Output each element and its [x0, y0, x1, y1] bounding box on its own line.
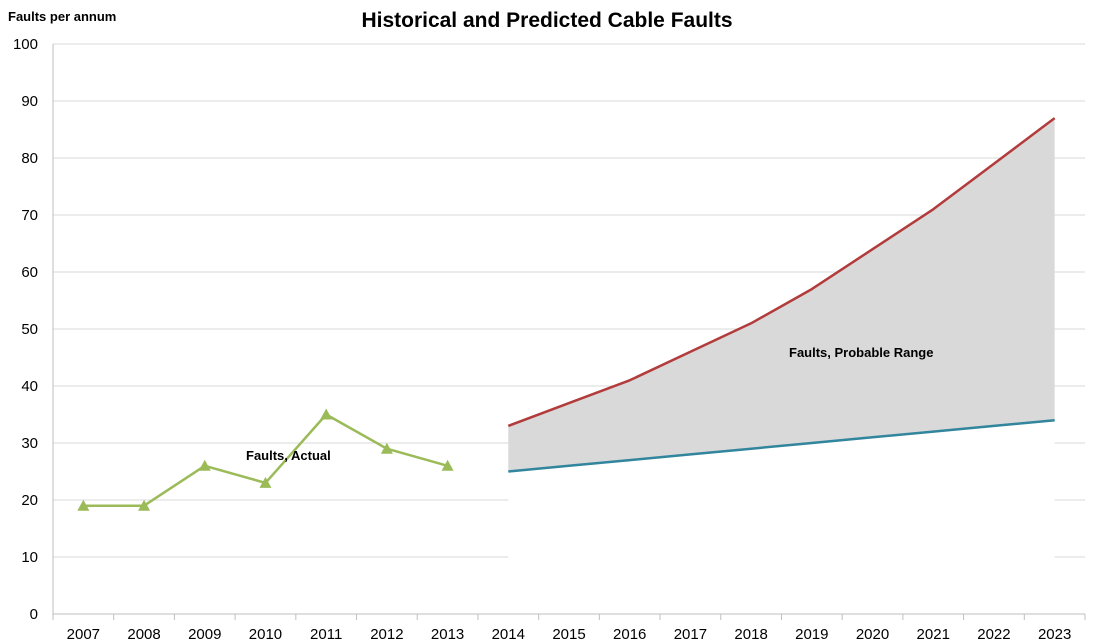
x-tick-label: 2015 [552, 626, 585, 643]
x-tick-label: 2018 [734, 626, 767, 643]
series-lines [77, 117, 1056, 511]
axes [52, 44, 1086, 620]
x-tick-label: 2019 [795, 626, 828, 643]
x-tick-label: 2014 [492, 626, 525, 643]
y-tick-label: 70 [21, 207, 38, 224]
x-tick-label: 2013 [431, 626, 464, 643]
y-tick-label: 90 [21, 93, 38, 110]
data-point-marker [138, 499, 151, 511]
series-line-2 [508, 418, 1055, 473]
series-line-1 [507, 117, 1056, 428]
y-axis-label: Faults per annum [8, 9, 116, 24]
x-tick-label: 2009 [188, 626, 221, 643]
x-tick-label: 2017 [674, 626, 707, 643]
probable-range-band [508, 118, 1055, 614]
y-tick-label: 0 [30, 606, 38, 623]
gridlines [53, 43, 1085, 558]
range-baseline-mask [508, 420, 1055, 614]
data-point-marker [441, 459, 454, 471]
data-point-marker [320, 408, 333, 420]
annotation-faults-probable-range: Faults, Probable Range [789, 345, 933, 360]
y-tick-label: 40 [21, 378, 38, 395]
annotation-faults-actual: Faults, Actual [246, 448, 331, 463]
x-tick-label: 2023 [1038, 626, 1071, 643]
data-point-marker [77, 499, 90, 511]
x-tick-label: 2012 [370, 626, 403, 643]
x-tick-label: 2011 [310, 626, 342, 643]
x-tick-label: 2010 [249, 626, 282, 643]
y-tick-label: 60 [21, 264, 38, 281]
x-tick-label: 2008 [127, 626, 160, 643]
data-point-marker [259, 476, 272, 488]
chart-title: Historical and Predicted Cable Faults [361, 9, 732, 32]
y-tick-label: 30 [21, 435, 38, 452]
x-tick-label: 2022 [977, 626, 1010, 643]
probable-range-area [508, 118, 1055, 472]
y-tick-label: 80 [21, 150, 38, 167]
x-tick-labels: 2007 2008 2009 2010 2011 2012 2013 2014 2015 2016… [67, 626, 1072, 643]
data-point-marker [380, 442, 393, 454]
y-tick-label: 10 [21, 549, 38, 566]
x-tick-label: 2007 [67, 626, 100, 643]
data-point-marker [198, 459, 211, 471]
x-tick-label: 2021 [917, 626, 950, 643]
x-tick-label: 2016 [613, 626, 646, 643]
y-tick-label: 50 [21, 321, 38, 338]
y-tick-label: 20 [21, 492, 38, 509]
y-tick-labels: 0 10 20 30 40 50 60 70 80 90 100 [13, 36, 38, 623]
y-tick-label: 100 [13, 36, 38, 53]
x-tick-label: 2020 [856, 626, 889, 643]
